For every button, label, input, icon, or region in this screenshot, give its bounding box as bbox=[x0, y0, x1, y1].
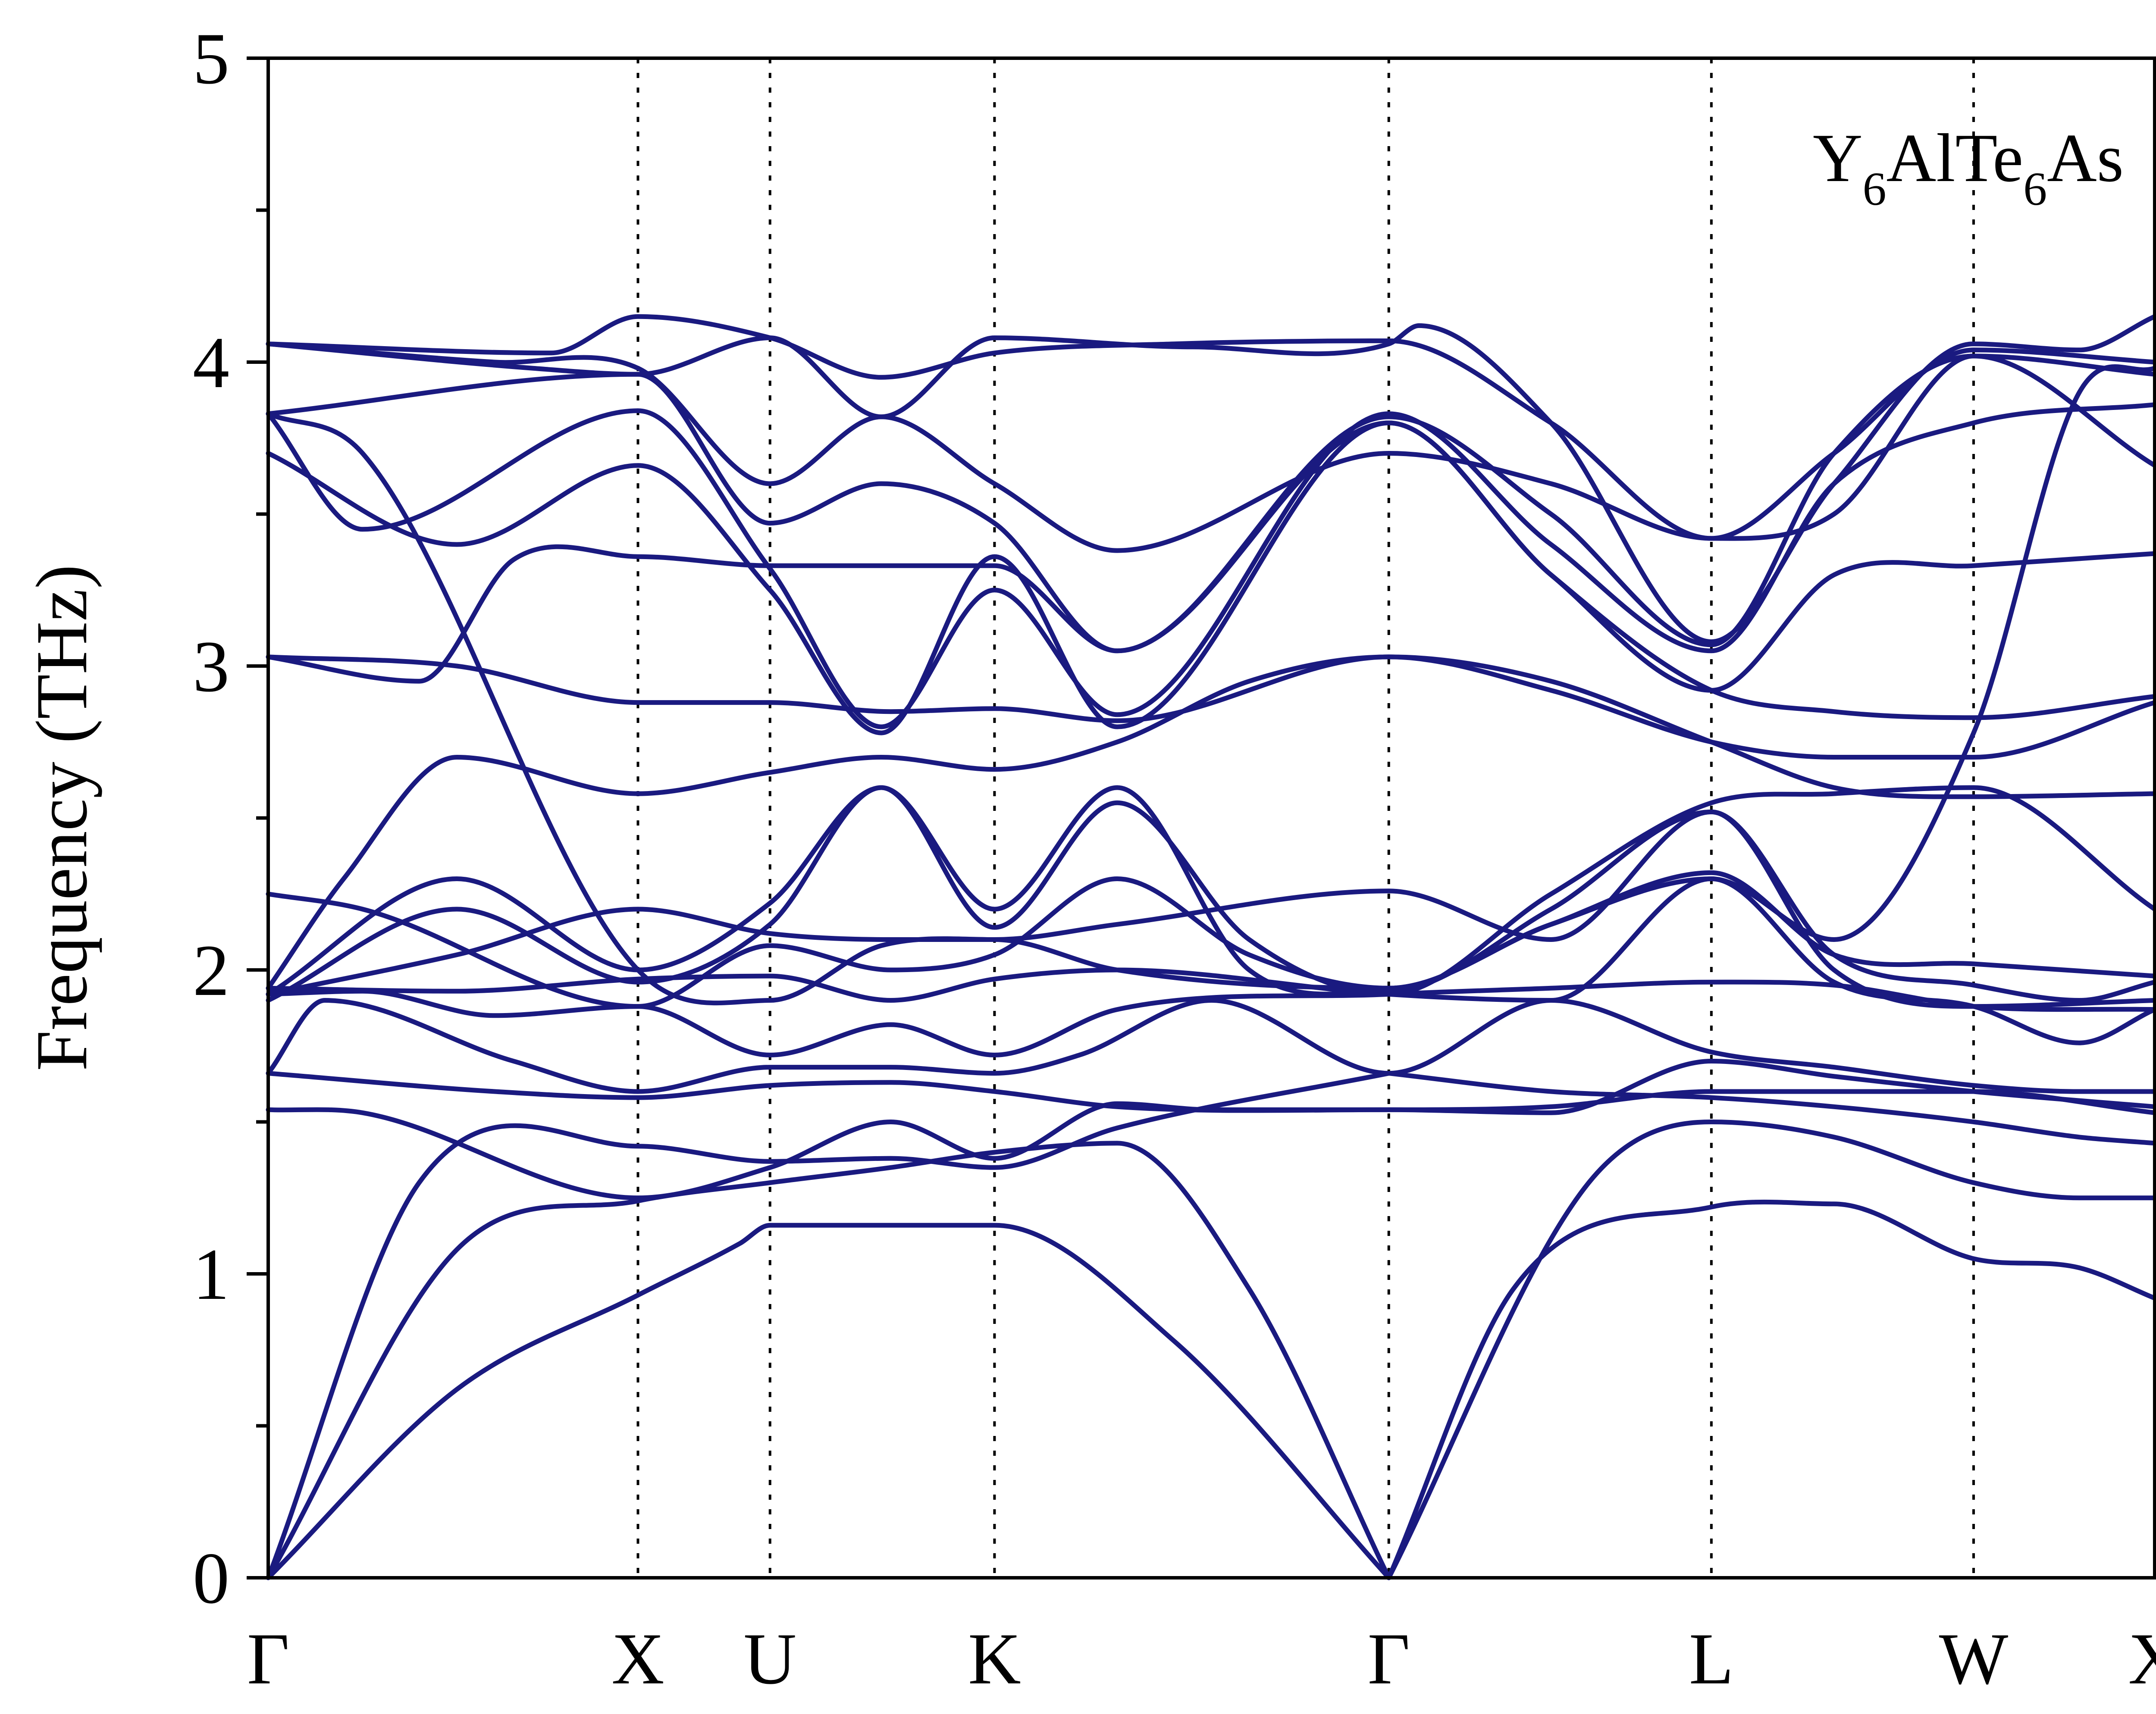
y-tick-label-0: 0 bbox=[193, 1538, 229, 1619]
compound-label-part-2: AlTe bbox=[1887, 119, 2024, 196]
x-tick-label-2: U bbox=[743, 1618, 796, 1699]
phonon-bands bbox=[266, 314, 2156, 1580]
phonon-band-17 bbox=[266, 420, 2156, 720]
y-axis-title: Frequency (THz) bbox=[21, 564, 102, 1071]
compound-label-sub-1: 6 bbox=[1863, 163, 1887, 215]
compound-label-sub-2: 6 bbox=[2023, 163, 2047, 215]
phonon-band-23 bbox=[266, 314, 2156, 644]
y-tick-label-3: 3 bbox=[193, 626, 229, 707]
phonon-band-16 bbox=[266, 654, 2156, 760]
phonon-band-21 bbox=[266, 341, 2156, 553]
phonon-band-15 bbox=[266, 654, 2156, 991]
y-tick-label-1: 1 bbox=[193, 1234, 229, 1315]
x-tick-label-7: X bbox=[2128, 1618, 2156, 1699]
x-tick-label-0: Γ bbox=[247, 1618, 289, 1699]
phonon-band-11 bbox=[266, 809, 2156, 1003]
phonon-band-24 bbox=[266, 364, 2156, 1006]
x-tick-label-1: X bbox=[611, 1618, 664, 1699]
phonon-band-12 bbox=[266, 870, 2156, 1009]
phonon-band-18 bbox=[266, 420, 2156, 735]
y-axis-ticks: 0 1 2 3 4 5 bbox=[193, 18, 268, 1619]
compound-label: Y6AlTe6As bbox=[1813, 119, 2124, 215]
y-tick-label-4: 4 bbox=[193, 322, 229, 403]
phonon-band-1 bbox=[266, 1141, 1391, 1580]
phonon-band-5 bbox=[1386, 1071, 2156, 1146]
phonon-band-22 bbox=[266, 314, 2156, 541]
x-tick-label-6: W bbox=[1939, 1618, 2009, 1699]
phonon-band-8 bbox=[266, 998, 2156, 1094]
phonon-band-10 bbox=[266, 876, 2156, 1045]
phonon-band-2 bbox=[266, 1071, 1391, 1580]
x-tick-label-4: Γ bbox=[1368, 1618, 1410, 1699]
x-tick-label-3: K bbox=[968, 1618, 1021, 1699]
phonon-band-9 bbox=[266, 979, 2156, 1057]
compound-label-part-3: As bbox=[2047, 119, 2124, 196]
y-tick-label-2: 2 bbox=[193, 930, 229, 1011]
compound-label-part-1: Y bbox=[1813, 119, 1863, 196]
phonon-band-7 bbox=[266, 1071, 2156, 1115]
plot-frame bbox=[266, 56, 2156, 1580]
high-symmetry-lines bbox=[636, 58, 1975, 1578]
phonon-band-3 bbox=[1386, 1199, 2156, 1580]
phonon-band-4 bbox=[1386, 1120, 2156, 1580]
y-tick-label-5: 5 bbox=[193, 18, 229, 99]
phonon-band-0 bbox=[266, 1223, 1391, 1580]
x-tick-label-5: L bbox=[1689, 1618, 1734, 1699]
